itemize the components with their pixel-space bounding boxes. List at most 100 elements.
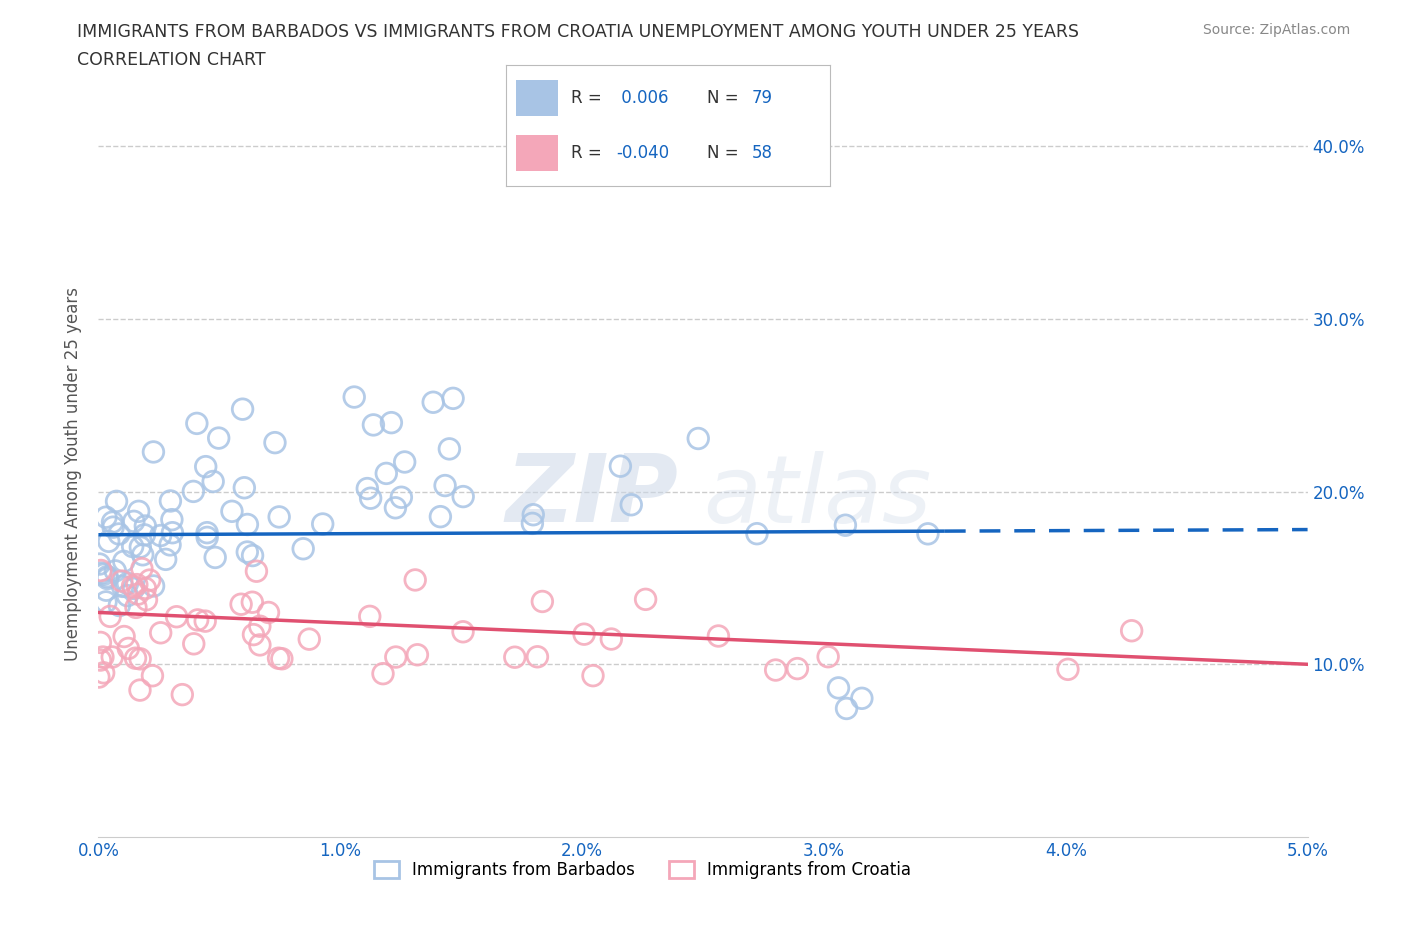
Immigrants from Barbados bbox=[132, 548, 155, 563]
Immigrants from Croatia bbox=[786, 661, 808, 676]
Text: Source: ZipAtlas.com: Source: ZipAtlas.com bbox=[1202, 23, 1350, 37]
Immigrants from Croatia bbox=[101, 649, 124, 664]
Immigrants from Croatia bbox=[112, 629, 135, 644]
Immigrants from Barbados bbox=[375, 466, 398, 481]
Immigrants from Barbados bbox=[380, 415, 402, 430]
Immigrants from Barbados bbox=[688, 431, 710, 445]
Immigrants from Croatia bbox=[131, 561, 153, 576]
Immigrants from Croatia bbox=[240, 595, 263, 610]
Immigrants from Croatia bbox=[172, 687, 194, 702]
Immigrants from Croatia bbox=[1057, 662, 1080, 677]
Immigrants from Barbados bbox=[108, 526, 131, 541]
Text: CORRELATION CHART: CORRELATION CHART bbox=[77, 51, 266, 69]
Immigrants from Barbados bbox=[745, 526, 768, 541]
Immigrants from Barbados bbox=[89, 556, 111, 571]
Immigrants from Croatia bbox=[183, 636, 205, 651]
Immigrants from Barbados bbox=[90, 565, 112, 580]
Immigrants from Barbados bbox=[221, 504, 243, 519]
Immigrants from Croatia bbox=[242, 627, 264, 642]
Immigrants from Croatia bbox=[1121, 623, 1143, 638]
Immigrants from Croatia bbox=[270, 651, 292, 666]
Immigrants from Barbados bbox=[142, 578, 165, 593]
Immigrants from Barbados bbox=[117, 588, 139, 603]
Immigrants from Barbados bbox=[108, 598, 131, 613]
Immigrants from Croatia bbox=[87, 670, 110, 684]
Immigrants from Barbados bbox=[522, 516, 544, 531]
Immigrants from Croatia bbox=[89, 635, 111, 650]
Immigrants from Barbados bbox=[451, 489, 474, 504]
Immigrants from Croatia bbox=[385, 649, 408, 664]
Immigrants from Croatia bbox=[531, 594, 554, 609]
Immigrants from Barbados bbox=[104, 564, 127, 578]
Immigrants from Barbados bbox=[112, 554, 135, 569]
Immigrants from Croatia bbox=[572, 627, 595, 642]
Immigrants from Barbados bbox=[142, 445, 165, 459]
Immigrants from Barbados bbox=[183, 484, 205, 498]
Immigrants from Croatia bbox=[91, 649, 114, 664]
Immigrants from Croatia bbox=[526, 649, 548, 664]
Legend: Immigrants from Barbados, Immigrants from Croatia: Immigrants from Barbados, Immigrants fro… bbox=[374, 861, 911, 880]
Immigrants from Barbados bbox=[134, 527, 156, 542]
Immigrants from Croatia bbox=[298, 631, 321, 646]
Immigrants from Croatia bbox=[135, 592, 157, 607]
Immigrants from Barbados bbox=[264, 435, 287, 450]
Immigrants from Barbados bbox=[194, 459, 217, 474]
Text: R =: R = bbox=[571, 144, 607, 163]
Immigrants from Croatia bbox=[267, 651, 290, 666]
Immigrants from Croatia bbox=[245, 564, 267, 578]
Immigrants from Barbados bbox=[105, 494, 128, 509]
Immigrants from Croatia bbox=[125, 600, 148, 615]
Immigrants from Barbados bbox=[94, 594, 117, 609]
Immigrants from Barbados bbox=[96, 571, 118, 586]
Immigrants from Barbados bbox=[236, 517, 259, 532]
Immigrants from Barbados bbox=[360, 491, 382, 506]
Text: IMMIGRANTS FROM BARBADOS VS IMMIGRANTS FROM CROATIA UNEMPLOYMENT AMONG YOUTH UND: IMMIGRANTS FROM BARBADOS VS IMMIGRANTS F… bbox=[77, 23, 1080, 41]
Immigrants from Croatia bbox=[600, 631, 623, 646]
Immigrants from Croatia bbox=[124, 651, 146, 666]
Text: atlas: atlas bbox=[703, 450, 931, 541]
Y-axis label: Unemployment Among Youth under 25 years: Unemployment Among Youth under 25 years bbox=[65, 287, 83, 661]
Immigrants from Croatia bbox=[129, 683, 152, 698]
Immigrants from Croatia bbox=[141, 669, 163, 684]
Immigrants from Croatia bbox=[451, 624, 474, 639]
Immigrants from Barbados bbox=[128, 504, 150, 519]
Immigrants from Barbados bbox=[122, 514, 145, 529]
Immigrants from Barbados bbox=[441, 391, 464, 405]
Immigrants from Croatia bbox=[187, 613, 209, 628]
Immigrants from Barbados bbox=[434, 478, 457, 493]
Immigrants from Barbados bbox=[96, 583, 118, 598]
Text: R =: R = bbox=[571, 88, 607, 107]
Immigrants from Barbados bbox=[93, 566, 115, 581]
Immigrants from Barbados bbox=[429, 510, 451, 525]
Immigrants from Croatia bbox=[765, 662, 787, 677]
Immigrants from Barbados bbox=[384, 500, 406, 515]
Immigrants from Croatia bbox=[117, 641, 139, 656]
Immigrants from Barbados bbox=[129, 539, 152, 554]
FancyBboxPatch shape bbox=[516, 80, 558, 116]
Immigrants from Barbados bbox=[97, 534, 120, 549]
Immigrants from Barbados bbox=[117, 576, 139, 591]
Text: -0.040: -0.040 bbox=[616, 144, 669, 163]
Immigrants from Croatia bbox=[138, 573, 160, 588]
Text: N =: N = bbox=[707, 88, 744, 107]
Immigrants from Barbados bbox=[134, 519, 156, 534]
Immigrants from Barbados bbox=[917, 526, 939, 541]
Immigrants from Barbados bbox=[835, 701, 858, 716]
Immigrants from Barbados bbox=[94, 510, 117, 525]
Immigrants from Croatia bbox=[134, 581, 156, 596]
Immigrants from Croatia bbox=[127, 587, 149, 602]
Immigrants from Croatia bbox=[257, 605, 280, 620]
Immigrants from Croatia bbox=[166, 609, 188, 624]
Immigrants from Croatia bbox=[98, 609, 121, 624]
Immigrants from Barbados bbox=[851, 691, 873, 706]
Immigrants from Barbados bbox=[121, 539, 143, 554]
Immigrants from Barbados bbox=[363, 418, 385, 432]
Immigrants from Croatia bbox=[634, 591, 657, 606]
Immigrants from Barbados bbox=[208, 431, 231, 445]
Immigrants from Barbados bbox=[159, 494, 181, 509]
Immigrants from Barbados bbox=[269, 510, 291, 525]
Immigrants from Croatia bbox=[194, 614, 217, 629]
Immigrants from Barbados bbox=[233, 480, 256, 495]
Immigrants from Barbados bbox=[202, 474, 225, 489]
Text: 58: 58 bbox=[752, 144, 773, 163]
